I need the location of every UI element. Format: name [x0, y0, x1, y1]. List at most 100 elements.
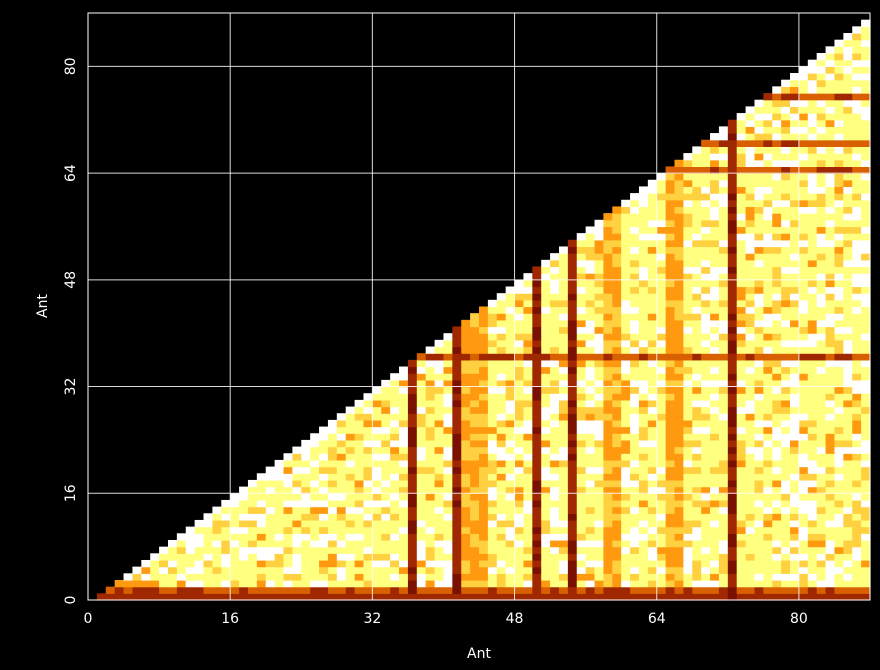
heatmap-cell [532, 573, 542, 581]
heatmap-cell [843, 419, 853, 428]
heatmap-cell [452, 359, 462, 368]
heatmap-cell [576, 506, 587, 514]
heatmap-cell [861, 59, 871, 67]
heatmap-cell [692, 566, 702, 574]
heatmap-cell [381, 553, 391, 561]
heatmap-cell [505, 506, 516, 514]
heatmap-cell [772, 113, 782, 121]
heatmap-cell [203, 573, 214, 581]
heatmap-cell [230, 573, 240, 581]
heatmap-cell [754, 499, 764, 508]
heatmap-cell [665, 386, 676, 394]
heatmap-cell [781, 419, 791, 428]
heatmap-cell [834, 406, 844, 414]
heatmap-cell [736, 286, 747, 294]
heatmap-cell [541, 433, 551, 441]
heatmap-cell [718, 326, 729, 334]
heatmap-cell [505, 406, 516, 414]
heatmap-cell [736, 159, 747, 168]
heatmap-cell [550, 446, 560, 454]
heatmap-cell [692, 373, 702, 381]
heatmap-cell [496, 519, 507, 528]
heatmap-cell [763, 179, 773, 188]
heatmap-cell [407, 566, 418, 574]
heatmap-cell [354, 399, 365, 408]
heatmap-cell [585, 393, 596, 401]
heatmap-cell [425, 459, 436, 468]
heatmap-cell [425, 439, 436, 448]
heatmap-cell [354, 573, 365, 581]
heatmap-cell [256, 586, 267, 594]
heatmap-cell [354, 466, 365, 474]
heatmap-cell [470, 593, 480, 601]
heatmap-cell [638, 213, 649, 221]
heatmap-cell [594, 219, 605, 228]
heatmap-cell [372, 579, 382, 588]
heatmap-cell [861, 506, 871, 514]
heatmap-cell [781, 199, 791, 208]
heatmap-cell [576, 419, 587, 428]
heatmap-cell [807, 239, 818, 248]
heatmap-cell [550, 279, 560, 288]
heatmap-cell [781, 413, 791, 421]
heatmap-cell [816, 53, 827, 61]
heatmap-cell [692, 479, 702, 488]
heatmap-cell [834, 553, 844, 561]
heatmap-cell [647, 586, 658, 594]
heatmap-cell [816, 346, 827, 354]
heatmap-cell [674, 199, 684, 208]
heatmap-cell [816, 466, 827, 474]
heatmap-cell [585, 273, 596, 281]
heatmap-cell [727, 339, 738, 348]
heatmap-cell [692, 339, 702, 348]
heatmap-cell [372, 453, 382, 461]
heatmap-cell [683, 419, 693, 428]
heatmap-cell [718, 239, 729, 248]
heatmap-cell [496, 453, 507, 461]
heatmap-cell [461, 379, 471, 388]
heatmap-cell [487, 486, 498, 494]
heatmap-cell [123, 573, 134, 581]
heatmap-cell [807, 393, 818, 401]
heatmap-cell [399, 399, 409, 408]
heatmap-cell [594, 353, 605, 361]
heatmap-cell [816, 299, 827, 308]
heatmap-cell [710, 273, 720, 281]
heatmap-cell [852, 213, 862, 221]
heatmap-cell [603, 553, 613, 561]
heatmap-cell [425, 579, 436, 588]
heatmap-cell [834, 459, 844, 468]
heatmap-cell [843, 493, 853, 501]
heatmap-cell [283, 519, 293, 528]
heatmap-cell [630, 366, 640, 374]
heatmap-cell [745, 406, 756, 414]
heatmap-cell [390, 593, 400, 601]
heatmap-cell [416, 393, 427, 401]
heatmap-cell [363, 573, 373, 581]
heatmap-cell [656, 413, 667, 421]
heatmap-cell [283, 546, 293, 554]
heatmap-cell [861, 393, 871, 401]
heatmap-cell [834, 139, 844, 148]
heatmap-cell [585, 346, 596, 354]
heatmap-cell [363, 459, 373, 468]
heatmap-cell [96, 593, 107, 601]
heatmap-cell [274, 553, 285, 561]
heatmap-cell [523, 546, 533, 554]
heatmap-cell [665, 279, 676, 288]
heatmap-cell [781, 119, 791, 127]
heatmap-cell [443, 366, 453, 374]
heatmap-cell [550, 539, 560, 548]
heatmap-cell [452, 439, 462, 448]
heatmap-cell [816, 66, 827, 74]
heatmap-cell [816, 453, 827, 461]
heatmap-cell [496, 439, 507, 448]
heatmap-cell [612, 319, 622, 328]
heatmap-cell [461, 466, 471, 474]
heatmap-cell [647, 246, 658, 254]
heatmap-cell [638, 193, 649, 201]
heatmap-cell [781, 106, 791, 114]
heatmap-cell [701, 539, 711, 548]
heatmap-cell [381, 433, 391, 441]
heatmap-cell [772, 239, 782, 248]
